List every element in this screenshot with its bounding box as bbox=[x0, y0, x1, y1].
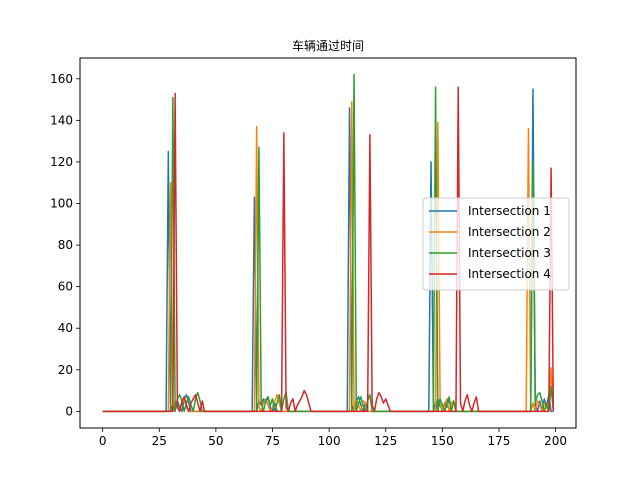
x-tick-label: 25 bbox=[152, 434, 167, 448]
legend-label-intersection-2: Intersection 2 bbox=[468, 225, 551, 239]
y-tick-label: 160 bbox=[50, 72, 73, 86]
legend-label-intersection-1: Intersection 1 bbox=[468, 204, 551, 218]
x-tick-label: 100 bbox=[318, 434, 341, 448]
axes-frame bbox=[79, 57, 577, 429]
y-axis: 0 20 40 60 80 100 120 140 160 bbox=[50, 72, 80, 418]
chart-title: 车辆通过时间 bbox=[292, 38, 364, 53]
legend-label-intersection-3: Intersection 3 bbox=[468, 246, 551, 260]
x-tick-label: 150 bbox=[431, 434, 454, 448]
legend-label-intersection-4: Intersection 4 bbox=[468, 267, 551, 281]
y-tick-label: 140 bbox=[50, 113, 73, 127]
x-tick-label: 75 bbox=[265, 434, 280, 448]
y-tick-label: 100 bbox=[50, 197, 73, 211]
y-tick-label: 0 bbox=[65, 404, 73, 418]
x-axis: 0 25 50 75 100 125 150 175 200 bbox=[99, 428, 567, 448]
x-tick-label: 175 bbox=[488, 434, 511, 448]
y-tick-label: 60 bbox=[58, 280, 73, 294]
y-tick-label: 120 bbox=[50, 155, 73, 169]
series-line-intersection-4 bbox=[102, 86, 555, 413]
legend: Intersection 1 Intersection 2 Intersection… bbox=[422, 197, 570, 291]
y-tick-label: 40 bbox=[58, 321, 73, 335]
x-tick-label: 50 bbox=[208, 434, 223, 448]
legend-frame bbox=[422, 197, 570, 291]
x-tick-label: 0 bbox=[99, 434, 107, 448]
x-tick-label: 125 bbox=[374, 434, 397, 448]
x-tick-label: 200 bbox=[544, 434, 567, 448]
y-tick-label: 20 bbox=[58, 363, 73, 377]
y-tick-label: 80 bbox=[58, 238, 73, 252]
plot-series bbox=[102, 73, 555, 413]
